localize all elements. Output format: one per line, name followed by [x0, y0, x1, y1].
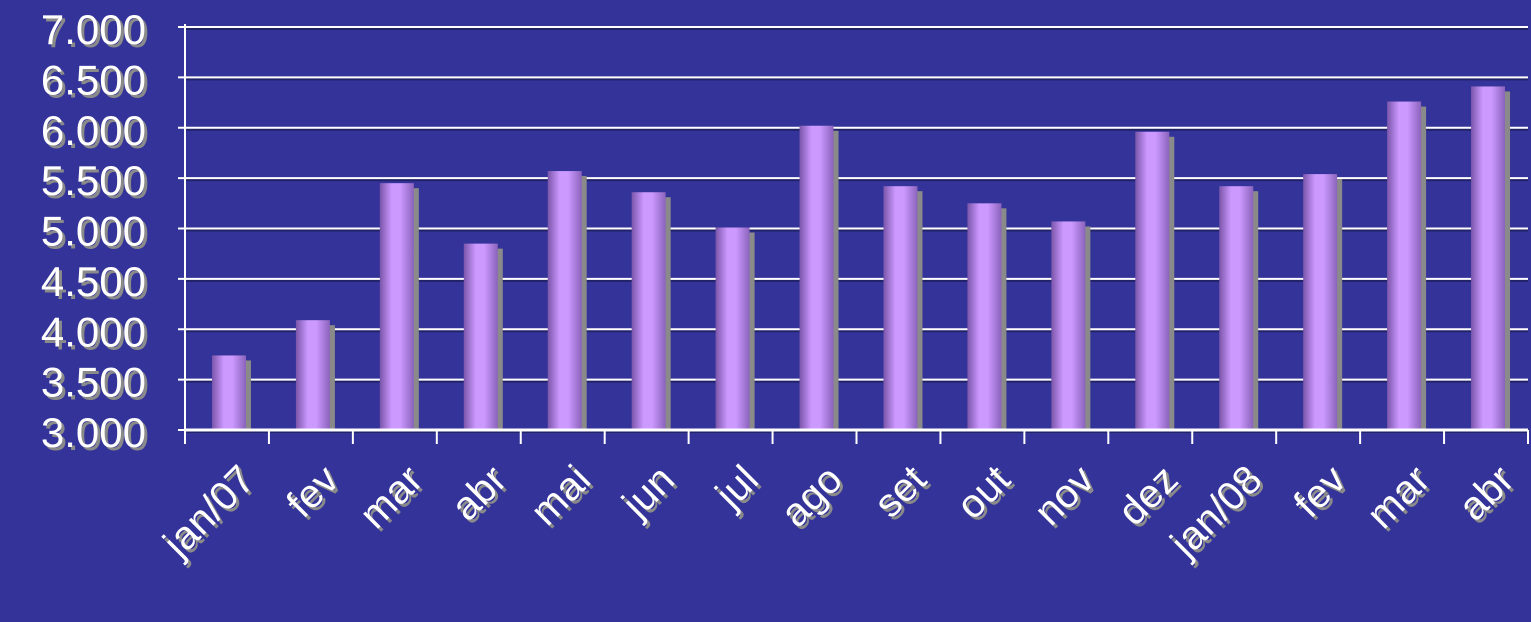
x-tick-label: mar	[1359, 457, 1439, 537]
y-tick-label: 4.000	[41, 308, 146, 355]
bar	[463, 243, 498, 430]
x-tick-label: nov	[1026, 457, 1103, 534]
y-tick-label-shadow: 4.000	[44, 311, 149, 358]
y-tick-label: 6.000	[41, 107, 146, 154]
bar	[295, 320, 330, 430]
bar	[379, 183, 414, 430]
y-tick-label-shadow: 6.500	[44, 59, 149, 106]
y-tick-label: 3.500	[41, 359, 146, 406]
y-tick-label: 5.000	[41, 208, 146, 255]
bar	[967, 203, 1002, 430]
bar	[631, 192, 666, 430]
y-tick-label-shadow: 6.000	[44, 110, 149, 157]
bar	[715, 227, 750, 430]
y-tick-label-shadow: 5.500	[44, 160, 149, 207]
y-tick-label-shadow: 3.500	[44, 362, 149, 409]
y-tick-label-shadow: 5.000	[44, 211, 149, 258]
x-tick-label: jul	[707, 457, 767, 517]
y-tick-label-shadow: 4.500	[44, 261, 149, 308]
axes	[178, 24, 1529, 444]
x-tick-label: abr	[1450, 457, 1522, 529]
x-tick-label: set	[866, 457, 935, 526]
y-tick-label: 6.500	[41, 56, 146, 103]
x-tick-label: abr	[443, 457, 515, 529]
x-tick-label: mai	[522, 457, 599, 534]
bar	[547, 171, 582, 430]
bar	[883, 186, 918, 430]
y-tick-labels: 3.0003.0003.5003.5004.0004.0004.5004.500…	[41, 6, 149, 459]
x-tick-label: jan/08	[1162, 457, 1271, 566]
bar	[1135, 131, 1170, 430]
x-tick-label: out	[948, 457, 1018, 527]
y-tick-label-shadow: 7.000	[44, 9, 149, 56]
x-tick-label: fev	[278, 457, 347, 526]
bars	[211, 86, 1511, 431]
x-tick-label: jan/07	[154, 457, 263, 566]
y-tick-label: 4.500	[41, 258, 146, 305]
y-tick-label: 7.000	[41, 6, 146, 53]
x-tick-label: fev	[1286, 457, 1355, 526]
bar	[1051, 221, 1086, 430]
bar	[1303, 174, 1338, 430]
bar	[799, 125, 834, 431]
x-tick-label: ago	[773, 457, 851, 535]
y-tick-label: 3.000	[41, 409, 146, 456]
y-tick-label-shadow: 3.000	[44, 412, 149, 459]
bar	[1387, 101, 1422, 431]
x-tick-label: jun	[613, 457, 683, 527]
x-tick-label: mar	[351, 457, 431, 537]
bar	[1219, 186, 1254, 430]
bar	[211, 355, 246, 430]
bar	[1471, 86, 1506, 430]
y-tick-label: 5.500	[41, 157, 146, 204]
